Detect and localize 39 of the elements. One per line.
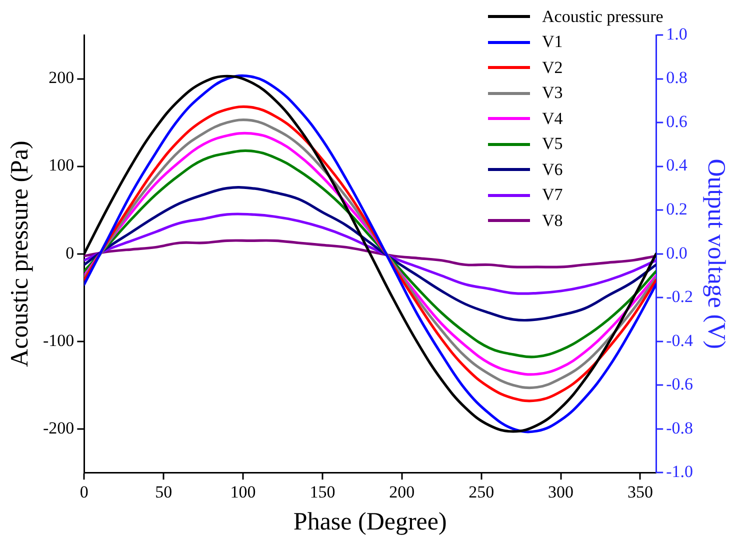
y-tick-label: 0: [66, 243, 74, 262]
legend-label: V6: [542, 160, 563, 180]
y-tick-label: -100: [42, 330, 74, 350]
y2-tick-label: -0.2: [666, 287, 694, 306]
y2-tick-label: 0.0: [666, 243, 688, 262]
y2-tick-label: 0.2: [666, 200, 688, 219]
y-axis-title: Acoustic pressure (Pa): [6, 140, 34, 367]
x-tick-label: 350: [627, 482, 653, 502]
y2-tick-label: 0.4: [666, 156, 688, 175]
y2-axis-title: Output voltage (V): [702, 158, 730, 349]
legend-label: V1: [542, 32, 563, 52]
y-tick-label: 100: [48, 156, 74, 175]
legend-label: V2: [542, 58, 563, 78]
y2-tick-label: 0.6: [666, 112, 688, 131]
x-tick-label: 250: [468, 482, 494, 502]
x-tick-label: 150: [310, 482, 336, 502]
legend-label: V4: [542, 108, 563, 129]
y2-tick-label: 0.8: [666, 68, 688, 88]
line-series: [84, 186, 656, 322]
legend-label: V7: [542, 185, 563, 206]
x-tick-label: 0: [80, 482, 88, 502]
y2-tick-label: -0.4: [666, 330, 694, 350]
line-series: [84, 239, 656, 268]
y2-tick-label: -0.8: [666, 418, 694, 438]
y2-tick-label: -0.6: [666, 374, 694, 394]
y-tick-label: 200: [48, 68, 74, 88]
line-series: [84, 212, 656, 295]
y2-tick-label: -1.0: [666, 462, 694, 482]
x-tick-label: 200: [389, 482, 415, 502]
y2-tick-label: 1.0: [666, 24, 688, 44]
legend-label: V5: [542, 134, 563, 154]
legend-label: Acoustic pressure: [542, 6, 664, 27]
x-tick-label: 100: [230, 482, 256, 502]
legend-label: V3: [542, 83, 563, 104]
legend-label: V8: [542, 210, 563, 231]
y-tick-label: -200: [42, 418, 74, 438]
x-axis-title: Phase (Degree): [293, 508, 447, 536]
x-tick-label: 50: [155, 482, 172, 502]
x-tick-label: 300: [548, 482, 574, 502]
